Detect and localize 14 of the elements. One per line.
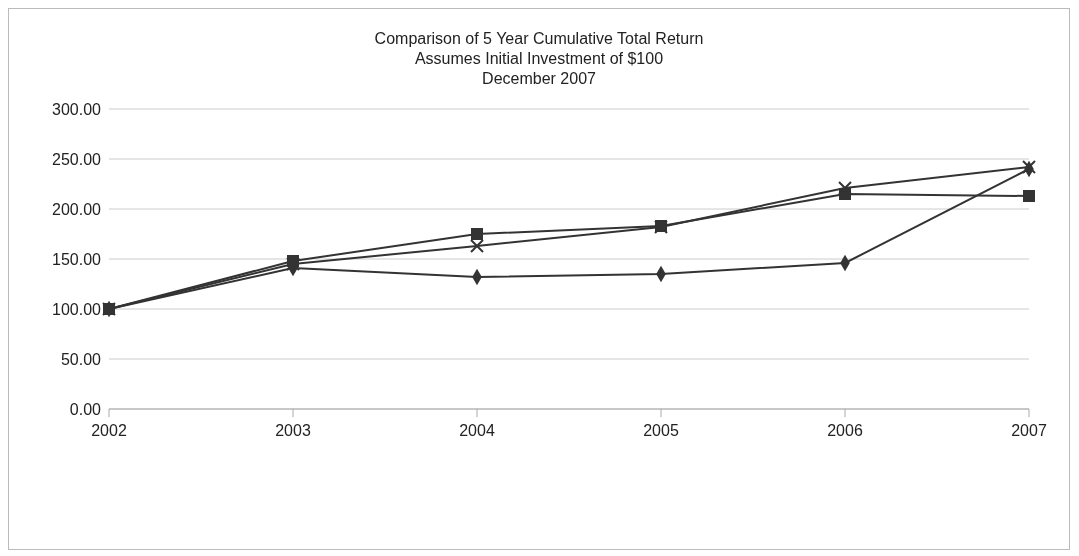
y-tick-label: 100.00 (52, 300, 102, 318)
y-tick-label: 300.00 (52, 100, 102, 118)
y-tick-label: 50.00 (60, 350, 102, 368)
x-tick-label: 2007 (1011, 422, 1047, 440)
y-tick-label: 200.00 (52, 200, 102, 218)
x-tick-label: 2005 (643, 422, 679, 440)
y-tick-label: 0.00 (69, 400, 102, 418)
x-tick-label: 2003 (275, 422, 311, 440)
y-tick-label: 150.00 (52, 250, 102, 268)
y-tick-label: 250.00 (52, 150, 102, 168)
x-tick-label: 2002 (91, 422, 127, 440)
chart-title: Comparison of 5 Year Cumulative Total Return Assumes Initial Investment of $100 December 2007 (373, 29, 705, 89)
x-tick-label: 2004 (459, 422, 495, 440)
x-tick-label: 2006 (827, 422, 863, 440)
